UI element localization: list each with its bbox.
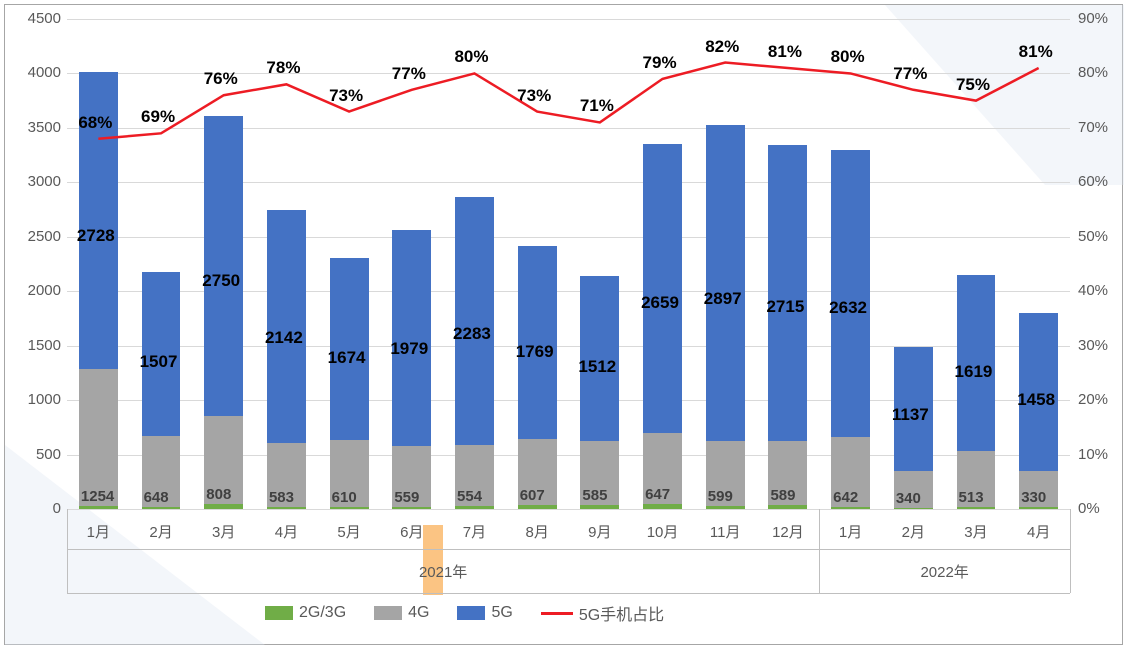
y-left-tick: 2500: [13, 228, 61, 245]
y-right-tick: 20%: [1078, 391, 1108, 408]
x-tick-month: 7月: [463, 521, 486, 542]
x-tick-month: 3月: [964, 521, 987, 542]
legend-label: 5G: [491, 604, 512, 622]
y-right-tick: 70%: [1078, 119, 1108, 136]
y-right-tick: 50%: [1078, 228, 1108, 245]
y-right-tick: 0%: [1078, 500, 1100, 517]
x-tick-month: 5月: [337, 521, 360, 542]
x-tick-month: 12月: [772, 521, 804, 542]
x-bottom-line: [67, 593, 1070, 594]
x-tick-month: 1月: [839, 521, 862, 542]
y-left-tick: 500: [13, 446, 61, 463]
legend-item-g4: 4G: [374, 604, 429, 622]
x-tick-month: 2月: [902, 521, 925, 542]
x-tick-month: 9月: [588, 521, 611, 542]
legend-label: 5G手机占比: [579, 601, 664, 625]
y-left-tick: 3500: [13, 119, 61, 136]
y-left-tick: 0: [13, 500, 61, 517]
legend: 2G/3G 4G 5G 5G手机占比: [265, 601, 664, 625]
legend-swatch: [457, 606, 485, 620]
legend-label: 4G: [408, 604, 429, 622]
x-separator: [67, 509, 68, 593]
x-tick-month: 6月: [400, 521, 423, 542]
legend-item-line: 5G手机占比: [541, 601, 664, 625]
chart-frame: 1254272868%648150769%808275076%583214278…: [4, 4, 1123, 645]
x-tick-year: 2021年: [419, 561, 467, 582]
x-tick-month: 3月: [212, 521, 235, 542]
x-separator: [819, 509, 820, 593]
y-left-tick: 2000: [13, 282, 61, 299]
y-left-tick: 3000: [13, 173, 61, 190]
x-tick-month: 4月: [275, 521, 298, 542]
y-right-tick: 30%: [1078, 337, 1108, 354]
y-right-tick: 10%: [1078, 446, 1108, 463]
y-right-tick: 60%: [1078, 173, 1108, 190]
y-right-tick: 80%: [1078, 64, 1108, 81]
x-tick-month: 1月: [87, 521, 110, 542]
y-left-tick: 1500: [13, 337, 61, 354]
x-tick-month: 8月: [525, 521, 548, 542]
legend-item-g2_3g: 2G/3G: [265, 604, 346, 622]
y-right-tick: 40%: [1078, 282, 1108, 299]
x-tick-month: 10月: [647, 521, 679, 542]
gridline: [67, 509, 1070, 510]
legend-item-g5: 5G: [457, 604, 512, 622]
legend-label: 2G/3G: [299, 604, 346, 622]
legend-line-swatch: [541, 612, 573, 615]
y-left-tick: 4000: [13, 64, 61, 81]
x-tick-month: 11月: [710, 521, 741, 542]
y-left-tick: 1000: [13, 391, 61, 408]
line-5g-share: [98, 63, 1038, 139]
y-right-tick: 90%: [1078, 10, 1108, 27]
legend-swatch: [374, 606, 402, 620]
y-left-tick: 4500: [13, 10, 61, 27]
x-tick-month: 2月: [149, 521, 172, 542]
x-separator: [1070, 509, 1071, 593]
line-layer: [67, 19, 1070, 509]
x-tick-month: 4月: [1027, 521, 1050, 542]
x-mid-line: [67, 549, 1070, 550]
x-tick-year: 2022年: [920, 561, 968, 582]
legend-swatch: [265, 606, 293, 620]
